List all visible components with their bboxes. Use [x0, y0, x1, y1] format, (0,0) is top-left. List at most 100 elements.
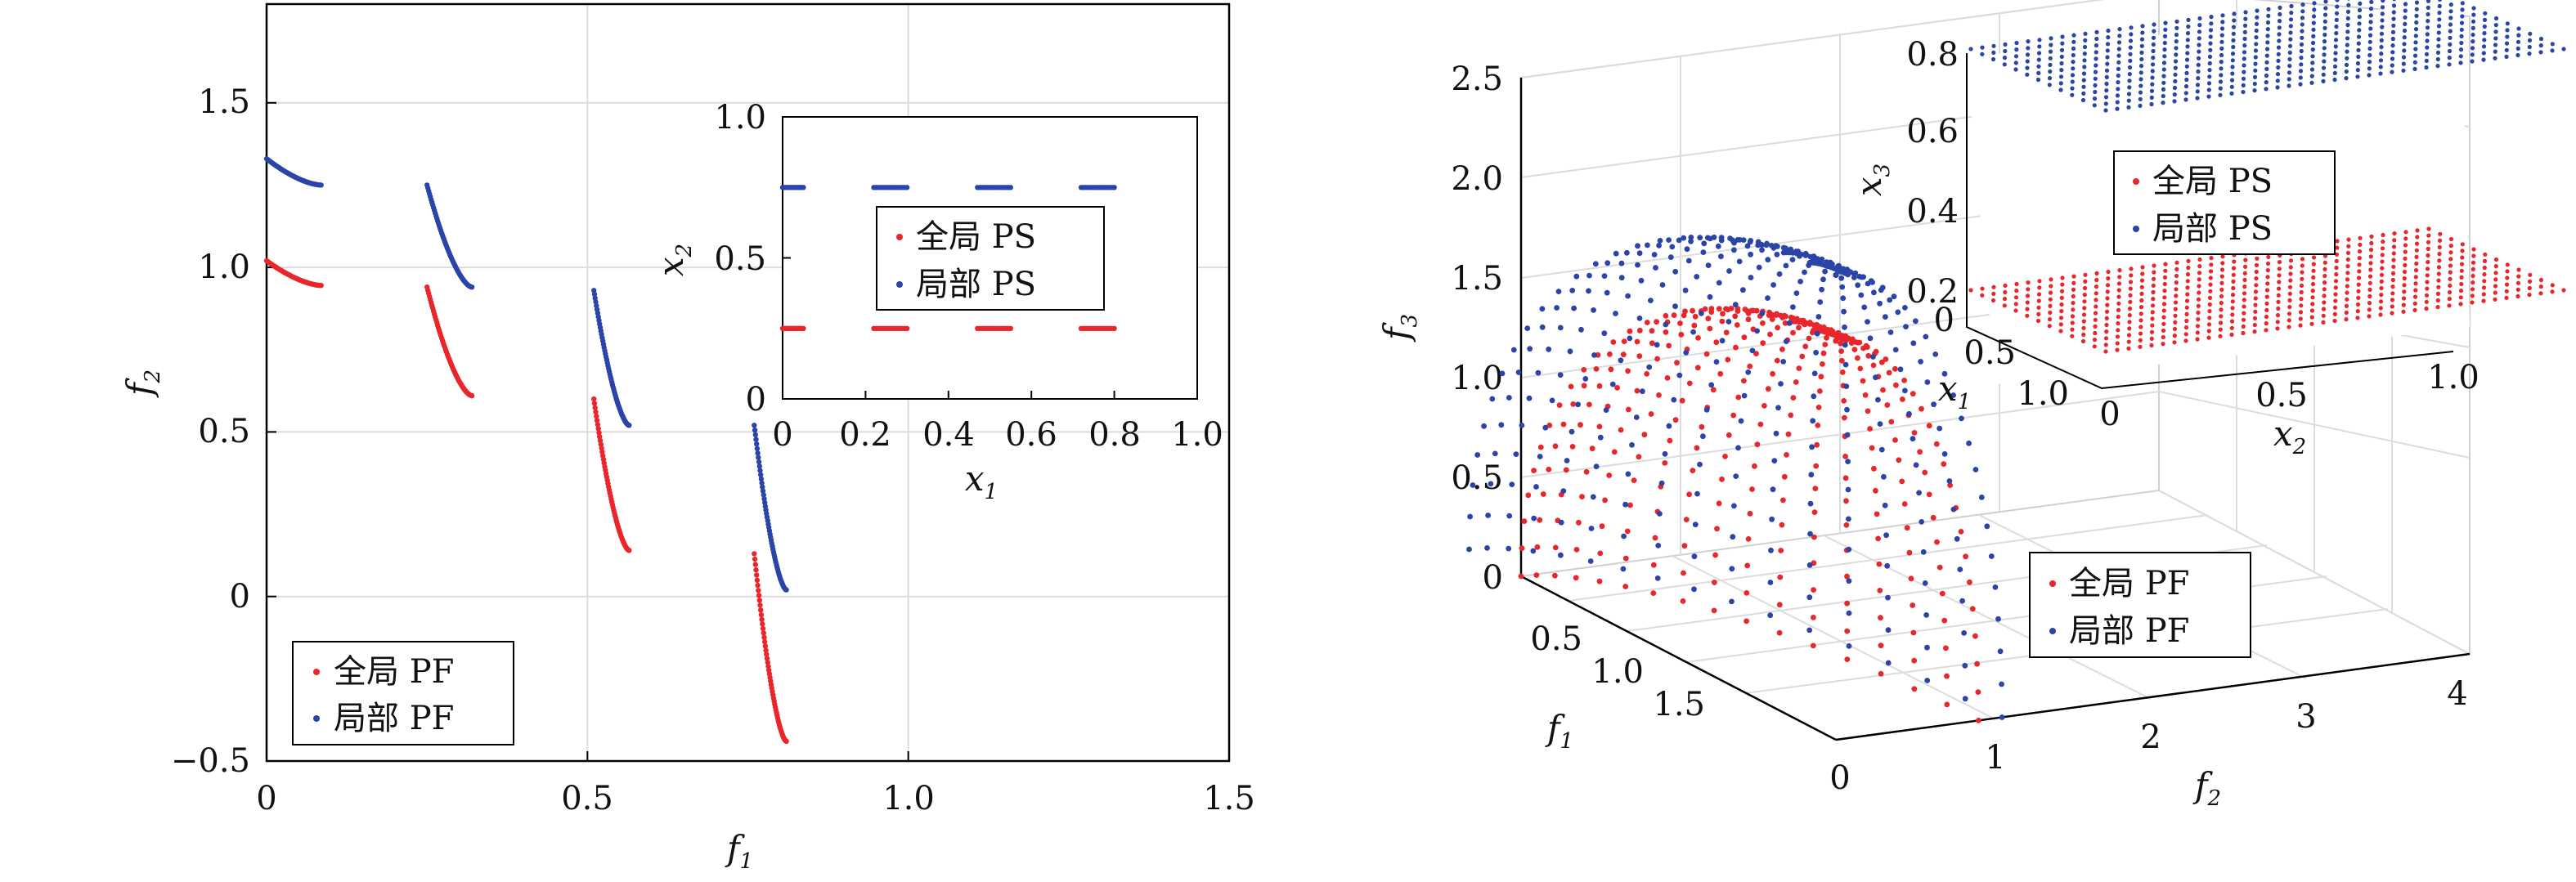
right-inset-point-s1-7-27	[2356, 41, 2361, 46]
right-inset-point-s0-2-14	[2151, 276, 2156, 281]
right-point-s1-7-4	[1662, 450, 1668, 457]
right-inset-point-s1-2-12	[2128, 38, 2134, 43]
right-point-s1-2-11	[1601, 273, 1608, 279]
right-point-s1-2-14	[1656, 242, 1662, 248]
right-point-s0-10-4	[1779, 522, 1785, 528]
right-inset-point-s1-5-39	[2471, 12, 2476, 17]
left-inset-xtick-1: 0.2	[839, 416, 891, 454]
left-point-s0-g3-7	[756, 588, 761, 593]
right-inset-x2-tick-1: 0.5	[2255, 377, 2308, 414]
right-inset-point-s1-12-39	[2550, 48, 2555, 53]
right-point-s1-16-11	[1950, 392, 1957, 398]
right-point-s1-15-14	[1903, 324, 1909, 329]
right-inset-point-s1-7-15	[2219, 60, 2224, 65]
right-inset-point-s1-3-18	[2208, 34, 2213, 39]
right-point-s1-12-9	[1843, 383, 1850, 389]
right-inset-point-s0-6-24	[2310, 281, 2316, 287]
left-ytick-1: 0	[230, 578, 250, 616]
right-point-s1-12-8	[1844, 406, 1850, 413]
right-inset-point-s1-10-14	[2241, 76, 2246, 81]
right-inset-point-s1-0-6	[2037, 38, 2042, 43]
right-inset-point-s1-1-8	[2071, 39, 2076, 44]
right-inset-point-s1-0-33	[2347, 0, 2350, 1]
right-inset-point-s1-0-18	[2174, 19, 2179, 24]
right-inset-point-s0-0-19	[2186, 258, 2191, 263]
right-inset-point-s0-12-7	[2183, 338, 2188, 343]
right-inset-point-s0-9-17	[2264, 307, 2269, 312]
right-inset-point-s0-8-11	[2184, 311, 2189, 316]
right-inset-point-s0-10-15	[2252, 316, 2258, 320]
right-inset-point-s1-5-18	[2231, 44, 2236, 50]
right-point-s1-6-11	[1682, 287, 1689, 293]
right-point-s1-11-0	[1806, 627, 1813, 634]
right-inset-point-s1-3-10	[2116, 47, 2121, 51]
right-inset-point-s0-12-34	[2493, 297, 2497, 302]
right-inset-point-s0-1-0	[1980, 293, 1985, 298]
right-inset-point-s1-9-28	[2390, 50, 2395, 55]
right-inset-point-s0-12-24	[2378, 312, 2383, 317]
right-inset-point-s0-0-1	[1980, 286, 1985, 291]
right-inset-point-s1-8-17	[2253, 61, 2258, 66]
right-inset-point-s1-1-7	[2060, 41, 2065, 46]
right-inset-point-s1-7-14	[2207, 60, 2212, 66]
right-point-s1-6-10	[1672, 303, 1678, 310]
right-inset-point-s1-11-24	[2367, 66, 2372, 71]
right-point-s1-7-8	[1683, 350, 1690, 356]
right-inset-point-s0-8-10	[2173, 313, 2178, 318]
right-inset-point-s1-10-9	[2183, 84, 2189, 89]
right-point-s1-2-1	[1506, 513, 1513, 519]
left-inset-ylabel: x2	[651, 244, 697, 276]
right-inset-point-s0-2-32	[2357, 248, 2363, 254]
right-inset-point-s0-2-8	[2082, 285, 2088, 291]
right-inset-point-s0-10-22	[2332, 305, 2338, 310]
right-point-s1-5-13	[1685, 257, 1692, 264]
right-point-s0-6-9	[1686, 380, 1693, 387]
right-point-s0-6-12	[1713, 339, 1720, 346]
right-f2-tick-2: 2	[2140, 719, 2161, 756]
right-inset-point-s0-3-3	[2036, 298, 2041, 303]
right-inset-point-s1-0-29	[2300, 2, 2305, 7]
right-point-s1-10-0	[1767, 612, 1774, 619]
right-point-s1-14-15	[1877, 300, 1883, 307]
right-point-s1-5-7	[1618, 357, 1624, 364]
right-point-s0-6-14	[1734, 322, 1740, 328]
right-inset-point-s0-2-35	[2391, 244, 2397, 249]
left-point-s0-g2-6	[595, 422, 601, 428]
right-inset-point-s1-7-40	[2505, 21, 2510, 26]
left-point-s0-g2-55	[626, 548, 632, 553]
right-point-s1-1-11	[1586, 272, 1592, 279]
right-inset-point-s0-11-36	[2504, 289, 2509, 293]
right-inset-point-s0-1-35	[2381, 240, 2385, 244]
right-inset-point-s0-4-5	[2071, 301, 2076, 306]
right-point-s0-7-1	[1681, 570, 1686, 576]
right-point-s0-8-9	[1735, 394, 1742, 401]
right-inset-point-s0-1-21	[2220, 261, 2225, 266]
right-inset-point-s0-12-38	[2538, 291, 2543, 296]
right-inset-point-s1-6-16	[2219, 52, 2224, 58]
right-inset-point-s1-9-26	[2367, 52, 2372, 58]
right-inset-point-s1-0-3	[2003, 42, 2008, 47]
right-inset-point-s1-12-22	[2355, 74, 2360, 79]
right-point-s1-8-6	[1703, 406, 1710, 413]
right-point-s0-16-14	[1910, 391, 1916, 397]
right-inset-point-s0-0-7	[2049, 277, 2053, 282]
right-inset-point-s1-1-33	[2358, 1, 2363, 6]
right-inset-point-s1-7-25	[2333, 44, 2338, 49]
right-inset-point-s0-4-7	[2094, 298, 2098, 302]
right-inset-point-s1-10-32	[2447, 48, 2453, 54]
right-point-s1-13-1	[1885, 627, 1892, 634]
right-inset-point-s1-6-32	[2402, 28, 2408, 34]
right-point-s0-1-10	[1607, 351, 1613, 357]
right-point-s1-1-12	[1604, 260, 1611, 266]
right-inset-point-s1-6-40	[2493, 16, 2499, 21]
right-point-s1-16-2	[1997, 648, 2004, 655]
right-inset-point-s1-8-19	[2276, 58, 2281, 63]
right-inset-point-s0-5-25	[2311, 275, 2316, 280]
right-point-s0-11-0	[1810, 642, 1816, 649]
right-inset-point-s0-0-6	[2037, 279, 2042, 284]
right-inset-point-s0-2-20	[2219, 267, 2225, 272]
right-point-s1-8-13	[1748, 275, 1754, 280]
right-inset-point-s1-0-32	[2335, 0, 2340, 2]
right-point-s1-12-4	[1846, 516, 1851, 522]
right-inset-point-s0-1-39	[2426, 233, 2431, 238]
